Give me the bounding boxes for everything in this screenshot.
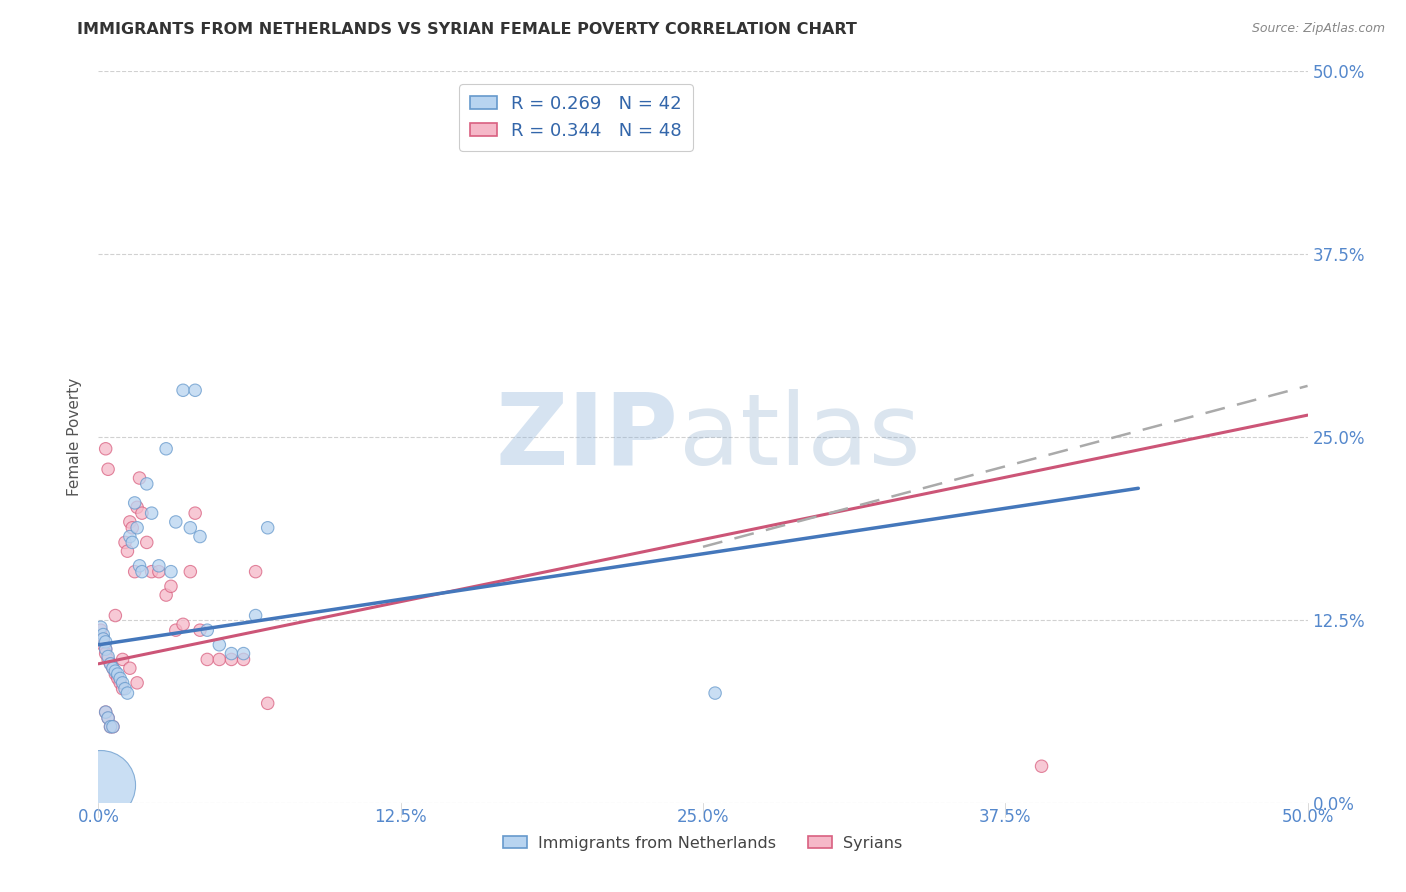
Point xyxy=(188,623,211,637)
Point xyxy=(121,521,143,535)
Point xyxy=(111,652,134,666)
Point xyxy=(101,720,124,734)
Point xyxy=(1031,759,1053,773)
Point xyxy=(141,506,163,520)
Point xyxy=(195,652,218,666)
Point xyxy=(111,676,134,690)
Point xyxy=(97,652,120,666)
Point xyxy=(117,686,139,700)
Point xyxy=(221,647,243,661)
Point xyxy=(97,462,120,476)
Point xyxy=(94,442,117,456)
Point xyxy=(118,530,141,544)
Point xyxy=(101,720,124,734)
Point xyxy=(97,711,120,725)
Point xyxy=(91,627,114,641)
Text: Source: ZipAtlas.com: Source: ZipAtlas.com xyxy=(1251,22,1385,36)
Point xyxy=(94,642,117,657)
Point xyxy=(124,565,146,579)
Point xyxy=(232,647,254,661)
Point xyxy=(184,506,207,520)
Point xyxy=(245,608,267,623)
Point xyxy=(245,565,267,579)
Point xyxy=(94,705,117,719)
Point xyxy=(160,579,183,593)
Point xyxy=(111,681,134,696)
Point xyxy=(90,778,112,792)
Text: atlas: atlas xyxy=(679,389,921,485)
Point xyxy=(221,652,243,666)
Point xyxy=(160,565,183,579)
Point xyxy=(104,664,127,678)
Point xyxy=(100,720,122,734)
Point xyxy=(100,657,122,671)
Point xyxy=(208,638,231,652)
Point xyxy=(127,521,149,535)
Point xyxy=(94,635,117,649)
Point xyxy=(114,535,136,549)
Point xyxy=(101,661,124,675)
Point xyxy=(256,521,278,535)
Point xyxy=(94,642,117,657)
Point xyxy=(127,500,149,515)
Point xyxy=(165,623,187,637)
Point xyxy=(107,672,129,686)
Point xyxy=(108,672,131,686)
Point xyxy=(128,471,150,485)
Point xyxy=(121,535,143,549)
Point xyxy=(104,608,127,623)
Legend: Immigrants from Netherlands, Syrians: Immigrants from Netherlands, Syrians xyxy=(496,830,910,857)
Point xyxy=(498,135,520,149)
Point xyxy=(108,676,131,690)
Point xyxy=(165,515,187,529)
Point xyxy=(135,476,157,491)
Y-axis label: Female Poverty: Female Poverty xyxy=(67,378,83,496)
Point xyxy=(195,623,218,637)
Point xyxy=(148,565,170,579)
Text: ZIP: ZIP xyxy=(496,389,679,485)
Point xyxy=(208,652,231,666)
Point xyxy=(148,558,170,573)
Point xyxy=(127,676,149,690)
Point xyxy=(117,544,139,558)
Point xyxy=(118,661,141,675)
Point xyxy=(155,442,177,456)
Point xyxy=(131,506,153,520)
Point xyxy=(100,720,122,734)
Point xyxy=(97,711,120,725)
Point xyxy=(91,632,114,646)
Point xyxy=(141,565,163,579)
Point xyxy=(101,661,124,675)
Point xyxy=(124,496,146,510)
Point xyxy=(118,515,141,529)
Point xyxy=(97,649,120,664)
Point xyxy=(256,696,278,710)
Point xyxy=(91,632,114,646)
Point xyxy=(172,617,194,632)
Point xyxy=(135,535,157,549)
Point xyxy=(94,705,117,719)
Point xyxy=(90,620,112,634)
Point xyxy=(90,623,112,637)
Point xyxy=(94,647,117,661)
Point xyxy=(114,681,136,696)
Point xyxy=(91,638,114,652)
Text: IMMIGRANTS FROM NETHERLANDS VS SYRIAN FEMALE POVERTY CORRELATION CHART: IMMIGRANTS FROM NETHERLANDS VS SYRIAN FE… xyxy=(77,22,858,37)
Point xyxy=(188,530,211,544)
Point xyxy=(184,384,207,398)
Point xyxy=(100,657,122,671)
Point xyxy=(107,667,129,681)
Point xyxy=(128,558,150,573)
Point xyxy=(131,565,153,579)
Point xyxy=(179,521,201,535)
Point xyxy=(104,667,127,681)
Point xyxy=(172,384,194,398)
Point xyxy=(155,588,177,602)
Point xyxy=(179,565,201,579)
Point xyxy=(232,652,254,666)
Point xyxy=(704,686,727,700)
